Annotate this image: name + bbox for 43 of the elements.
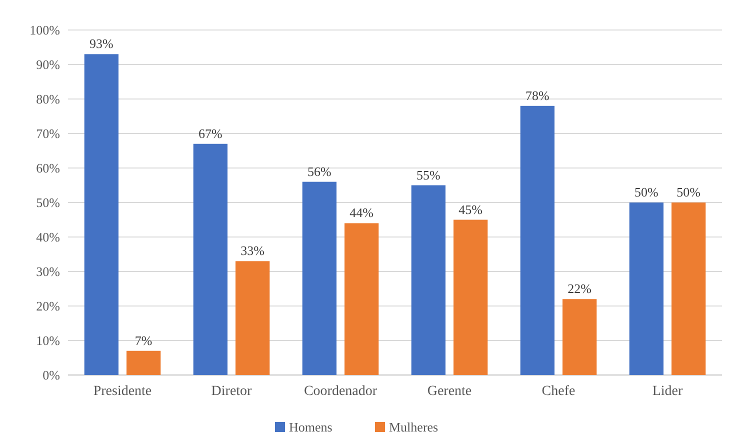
y-tick-label: 20% bbox=[36, 298, 60, 314]
bar bbox=[411, 185, 446, 375]
x-tick-label: Coordenador bbox=[304, 384, 378, 399]
bar bbox=[236, 261, 270, 375]
bar bbox=[562, 299, 597, 375]
bar bbox=[520, 106, 554, 375]
legend-label: Homens bbox=[289, 420, 332, 435]
bar bbox=[126, 350, 161, 375]
x-tick-label: Gerente bbox=[427, 384, 472, 399]
y-tick-label: 70% bbox=[36, 126, 60, 142]
data-label: 44% bbox=[350, 205, 374, 220]
data-label: 50% bbox=[634, 184, 659, 200]
data-label: 33% bbox=[240, 243, 265, 258]
y-tick-label: 80% bbox=[36, 92, 60, 107]
bar bbox=[672, 202, 706, 375]
y-tick-label: 50% bbox=[36, 195, 60, 210]
y-tick-label: 90% bbox=[36, 57, 60, 72]
y-tick-label: 100% bbox=[30, 22, 60, 38]
data-label: 22% bbox=[568, 281, 592, 296]
y-tick-label: 40% bbox=[36, 230, 60, 245]
bar bbox=[344, 223, 379, 375]
x-tick-label: Lider bbox=[652, 384, 683, 399]
data-label: 50% bbox=[676, 184, 701, 200]
bar bbox=[629, 202, 664, 375]
y-tick-label: 30% bbox=[36, 264, 60, 280]
x-tick-label: Diretor bbox=[211, 384, 252, 399]
y-tick-label: 0% bbox=[42, 368, 60, 383]
bar bbox=[454, 220, 488, 375]
data-label: 55% bbox=[416, 167, 441, 182]
legend-label: Mulheres bbox=[389, 420, 438, 435]
y-tick-label: 10% bbox=[36, 333, 60, 348]
data-label: 45% bbox=[458, 202, 483, 217]
x-tick-label: Chefe bbox=[542, 384, 576, 399]
data-label: 93% bbox=[90, 36, 114, 52]
bar bbox=[193, 144, 228, 375]
y-tick-label: 60% bbox=[36, 160, 60, 176]
data-label: 7% bbox=[134, 332, 152, 348]
bar bbox=[302, 182, 336, 375]
data-label: 78% bbox=[526, 88, 550, 103]
bar bbox=[84, 54, 118, 375]
data-label: 67% bbox=[198, 126, 223, 141]
data-label: 56% bbox=[308, 164, 332, 179]
x-tick-label: Presidente bbox=[93, 384, 152, 399]
